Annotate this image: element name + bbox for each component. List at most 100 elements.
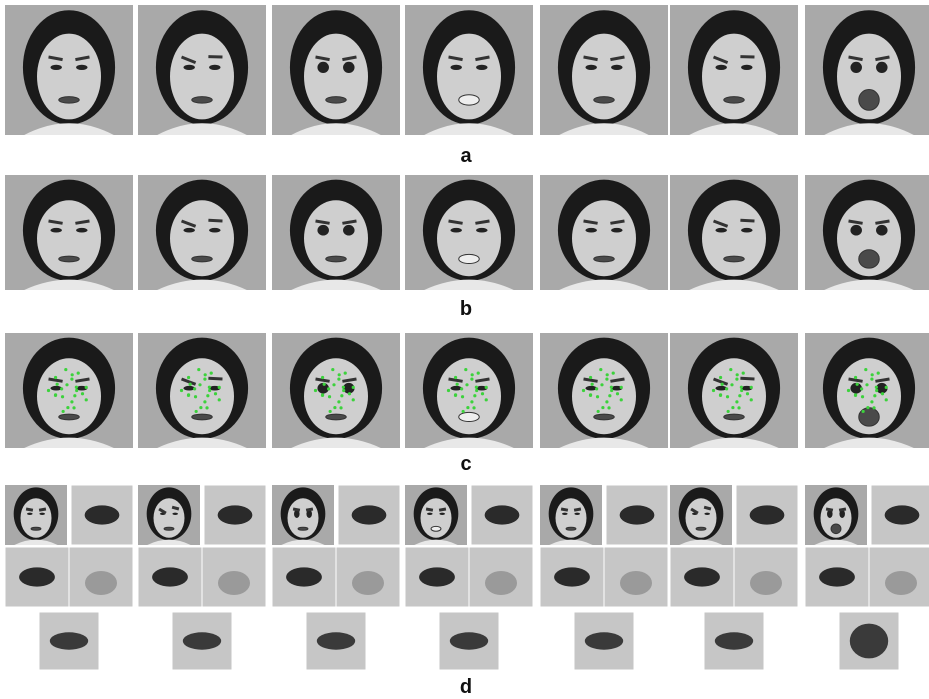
landmark [608,394,611,397]
landmark [885,398,888,401]
landmark [193,387,196,390]
skin [170,358,234,434]
landmark [737,406,740,409]
landmark [337,400,340,403]
landmark [606,373,609,376]
landmark [856,383,859,386]
landmark [460,387,463,390]
landmark [466,406,469,409]
landmark [203,378,206,381]
face-photo [405,5,533,135]
skin [304,200,368,276]
skin [556,498,587,538]
landmark [321,394,324,397]
skin [702,200,766,276]
face-photo [272,485,334,545]
landmark [73,394,76,397]
landmark [481,392,484,395]
nose-crop [620,571,652,595]
landmark [616,392,619,395]
eye-crop [19,567,55,586]
mouth [59,97,79,104]
landmark [56,383,59,386]
eye [317,62,329,73]
mouth [594,97,614,104]
landmark [66,406,69,409]
landmark [735,378,738,381]
landmark [475,386,478,389]
face-photo [670,485,732,545]
nose-crop [885,571,917,595]
panel-label: b [460,298,472,321]
landmark [72,406,75,409]
landmark [461,395,464,398]
face-photo [805,175,929,290]
landmark [210,372,213,375]
face-photo [5,175,133,290]
face-photo [5,485,67,545]
landmark [589,394,592,397]
mouth [566,527,576,530]
landmark [344,372,347,375]
skin [37,200,101,276]
skin [304,34,368,120]
landmark [329,410,332,413]
face-photo [272,5,400,135]
landmark [47,389,50,392]
landmark [871,373,874,376]
landmark [328,395,331,398]
landmark [485,386,488,389]
mouth-crop [850,624,888,659]
eye [876,225,888,236]
landmark [218,398,221,401]
landmark [862,410,865,413]
landmark [187,376,190,379]
mouth [859,90,879,111]
landmark [875,386,878,389]
landmark [187,394,190,397]
landmark [582,389,585,392]
landmark [854,394,857,397]
landmark [730,383,733,386]
mouth [594,414,614,420]
landmark [61,395,64,398]
mouth [164,527,174,530]
brow [26,509,33,510]
figure: a b c d [0,0,929,699]
landmark [620,398,623,401]
face-photo [805,5,929,135]
landmark [866,406,869,409]
landmark [719,376,722,379]
skin [702,34,766,120]
eye [39,513,45,515]
eye-crop [554,567,590,586]
skin [170,200,234,276]
landmark [847,389,850,392]
eye [343,62,355,73]
eye-crop [684,567,720,586]
landmark [873,394,876,397]
landmark [601,406,604,409]
landmark [337,378,340,381]
landmark [214,392,217,395]
eye [27,513,33,515]
landmark [870,378,873,381]
mouth [459,412,479,421]
landmark [77,372,80,375]
landmark [71,373,74,376]
mouth [724,256,744,262]
eye [439,513,445,515]
landmark [205,406,208,409]
mouth [431,526,441,531]
landmark [75,386,78,389]
eye [183,65,195,70]
mouth-crop [450,632,488,649]
face-photo [670,175,798,290]
face-photo [540,485,602,545]
skin [702,358,766,434]
mouth [459,254,479,263]
eye [50,65,62,70]
landmark [750,386,753,389]
eye-crop [85,505,120,524]
landmark [323,383,326,386]
